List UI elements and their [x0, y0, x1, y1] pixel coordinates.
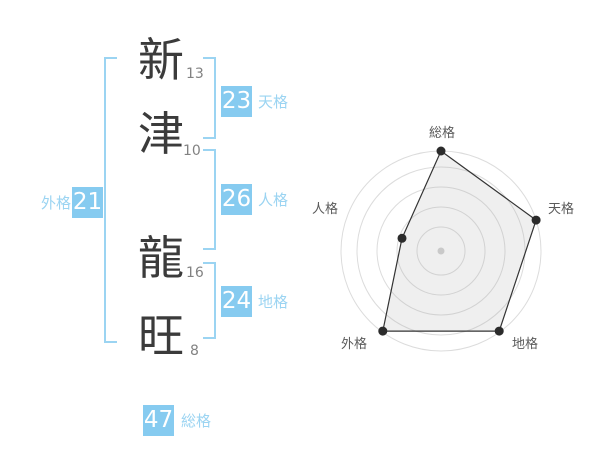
radar-data-point	[397, 233, 407, 243]
jinkaku-label: 人格	[258, 191, 289, 209]
jinkaku-score-badge: 26	[221, 184, 252, 215]
radar-axis-label: 総格	[429, 125, 455, 141]
radar-data-point	[531, 215, 541, 225]
tenkaku-bracket	[203, 57, 216, 139]
radar-data-point	[436, 146, 446, 156]
chikaku-bracket	[203, 262, 216, 339]
chikaku-score-badge: 24	[221, 286, 252, 317]
gaikaku-bracket	[104, 57, 117, 343]
soukaku-label: 総格	[181, 412, 212, 430]
surname-char-1: 新	[138, 33, 184, 87]
radar-data-polygon	[382, 150, 537, 332]
surname-char-1-strokes: 13	[186, 66, 204, 82]
gaikaku-score-badge: 21	[72, 187, 103, 218]
chikaku-label: 地格	[258, 293, 289, 311]
given-char-2-strokes: 8	[190, 343, 199, 359]
radar-center-dot	[437, 247, 445, 255]
jinkaku-bracket	[203, 149, 216, 250]
radar-data-point	[378, 326, 388, 336]
radar-grid-ring	[356, 166, 526, 336]
radar-grid-ring	[396, 206, 486, 296]
given-char-2: 旺	[138, 309, 184, 363]
radar-grid-ring	[376, 186, 506, 316]
radar-grid-ring	[416, 226, 466, 276]
surname-char-2-strokes: 10	[183, 143, 201, 159]
soukaku-score-badge: 47	[143, 405, 174, 436]
tenkaku-score-badge: 23	[221, 86, 252, 117]
radar-axis-label: 地格	[512, 336, 538, 352]
gaikaku-label: 外格	[41, 194, 72, 212]
given-char-1-strokes: 16	[186, 265, 204, 281]
tenkaku-label: 天格	[258, 93, 289, 111]
surname-char-2: 津	[138, 107, 184, 161]
radar-axis-label: 人格	[312, 201, 338, 217]
radar-data-point	[494, 326, 504, 336]
given-char-1: 龍	[138, 231, 184, 285]
radar-axis-label: 外格	[341, 336, 367, 352]
radar-axis-label: 天格	[548, 201, 574, 217]
